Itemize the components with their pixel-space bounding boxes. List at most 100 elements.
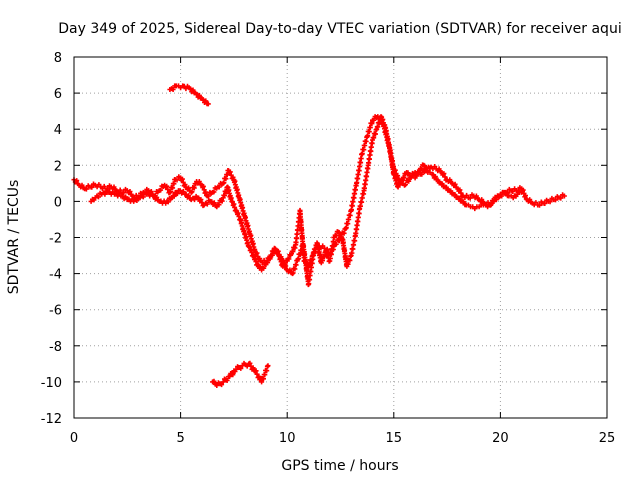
- trace-markers: [105, 183, 112, 192]
- y-tick-label: 4: [54, 123, 62, 138]
- series-1: [167, 83, 211, 107]
- trace-markers: [241, 360, 250, 369]
- trace-markers: [419, 168, 427, 177]
- trace-markers: [365, 120, 375, 139]
- trace-markers: [190, 193, 199, 203]
- trace-markers: [211, 185, 220, 195]
- trace-markers: [126, 196, 135, 204]
- trace-markers: [430, 172, 438, 181]
- trace-markers: [215, 380, 225, 388]
- trace-markers: [405, 170, 412, 179]
- y-tick-label: 2: [54, 159, 62, 174]
- trace-markers: [206, 189, 214, 199]
- trace-markers: [558, 192, 566, 201]
- y-tick-label: 8: [54, 51, 62, 66]
- trace-markers: [272, 246, 281, 257]
- trace-markers: [158, 183, 166, 193]
- trace-markers: [89, 181, 96, 190]
- series-4: [88, 114, 525, 273]
- trace-markers: [227, 169, 236, 181]
- trace-markers: [286, 267, 294, 276]
- trace-markers: [231, 178, 242, 199]
- trace-markers: [456, 195, 464, 204]
- trace-markers: [371, 114, 379, 123]
- trace-markers: [366, 140, 375, 166]
- trace-markers: [195, 179, 204, 187]
- trace-markers: [203, 198, 212, 207]
- trace-markers: [349, 233, 358, 256]
- trace-markers: [216, 180, 225, 190]
- trace-markers: [357, 191, 367, 209]
- trace-markers: [318, 243, 326, 251]
- trace-markers: [359, 134, 370, 157]
- data-point: [233, 366, 239, 372]
- trace-markers: [417, 162, 426, 172]
- chart-title: Day 349 of 2025, Sidereal Day-to-day VTE…: [58, 21, 621, 37]
- trace-markers: [126, 189, 134, 198]
- trace-markers: [361, 165, 371, 191]
- axis-ticks: 0 5 10 15 20 25 -12 -10 -8 -6 -4 -2 0 2 4 6 8: [41, 51, 616, 446]
- grid-lines: [74, 57, 607, 418]
- y-axis-title: SDTVAR / TECUs: [6, 180, 22, 295]
- trace-markers: [99, 183, 107, 191]
- trace-markers: [460, 199, 468, 208]
- trace-markers: [90, 196, 97, 203]
- trace-markers: [225, 185, 234, 202]
- trace-markers: [100, 188, 109, 197]
- trace-markers: [184, 185, 193, 194]
- trace-markers: [110, 184, 118, 193]
- data-point: [519, 189, 525, 195]
- y-tick-label: -6: [49, 304, 62, 319]
- trace-markers: [151, 193, 161, 203]
- trace-markers: [237, 196, 247, 217]
- trace-markers: [181, 83, 190, 92]
- y-tick-label: 0: [54, 195, 62, 210]
- x-tick-label: 5: [176, 431, 184, 446]
- trace-markers: [467, 192, 475, 201]
- trace-markers: [451, 181, 459, 190]
- trace-markers: [264, 255, 272, 266]
- trace-markers: [503, 190, 510, 199]
- trace-markers: [537, 199, 544, 208]
- y-tick-label: -12: [41, 412, 62, 427]
- trace-markers: [531, 200, 539, 208]
- trace-markers: [297, 208, 307, 264]
- trace-markers: [174, 174, 182, 183]
- trace-markers: [238, 217, 247, 235]
- y-tick-label: -10: [41, 376, 62, 391]
- trace-markers: [83, 183, 91, 192]
- trace-markers: [452, 192, 459, 200]
- trace-markers: [285, 252, 294, 262]
- trace-markers: [302, 258, 310, 268]
- trace-markers: [113, 191, 122, 199]
- trace-markers: [235, 364, 244, 371]
- trace-markers: [333, 237, 342, 247]
- trace-markers: [145, 191, 154, 199]
- x-tick-label: 0: [70, 431, 78, 446]
- series-2: [210, 360, 271, 388]
- trace-markers: [211, 378, 218, 387]
- trace-markers: [542, 197, 550, 206]
- trace-markers: [435, 166, 443, 175]
- trace-markers: [353, 206, 362, 236]
- data-point: [220, 379, 226, 385]
- data-point: [561, 193, 567, 199]
- trace-markers: [164, 195, 174, 205]
- trace-markers: [242, 214, 252, 235]
- trace-markers: [209, 199, 219, 209]
- trace-markers: [547, 195, 555, 205]
- trace-markers: [228, 368, 238, 378]
- trace-markers: [78, 182, 86, 191]
- y-tick-label: 6: [54, 87, 62, 102]
- data-point: [205, 101, 211, 107]
- trace-markers: [553, 194, 560, 203]
- trace-markers: [107, 189, 116, 197]
- trace-markers: [247, 232, 258, 253]
- trace-markers: [477, 197, 486, 205]
- trace-markers: [336, 230, 345, 241]
- trace-markers: [121, 186, 128, 196]
- trace-markers: [439, 181, 446, 190]
- x-tick-label: 25: [599, 431, 616, 446]
- trace-markers: [72, 178, 81, 187]
